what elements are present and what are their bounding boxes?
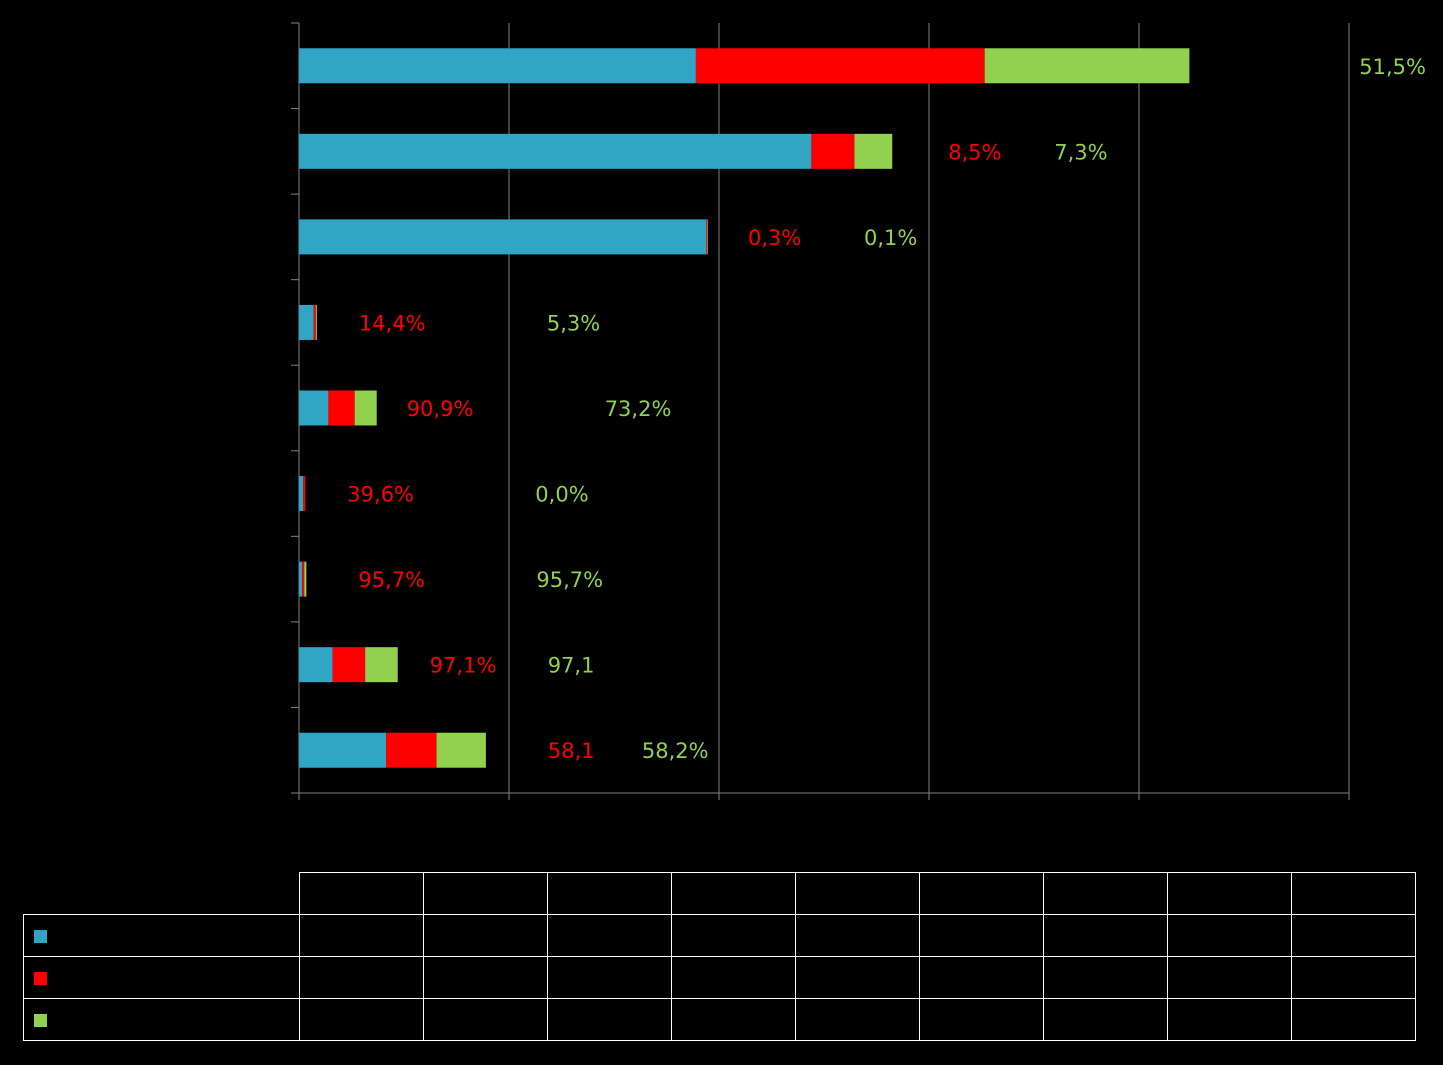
data-label-green: 97,1	[548, 654, 595, 678]
legend-value-cell	[547, 998, 672, 1041]
data-label-red: 97,1%	[430, 654, 497, 678]
bar-segment-series3-row7	[304, 561, 307, 597]
data-label-green: 51,5%	[1359, 55, 1426, 79]
data-label-red: 39,6%	[347, 483, 414, 507]
legend-value-cell	[1043, 956, 1168, 999]
bar-segment-series2-row5	[328, 390, 355, 426]
bar-segment-series2-row6	[303, 476, 306, 512]
legend-header-cell	[547, 872, 672, 915]
bar-segment-series2-row9	[386, 732, 437, 768]
data-label-green: 73,2%	[605, 397, 672, 421]
legend-row	[23, 998, 1416, 1041]
legend-value-cell	[1291, 914, 1416, 957]
bar-segment-series1-row3	[299, 219, 707, 255]
legend-value-cell	[299, 956, 424, 999]
legend-header-cell	[919, 872, 1044, 915]
bar-segment-series2-row2	[811, 133, 855, 169]
bar-segment-series1-row1	[299, 48, 696, 84]
data-label-green: 95,7%	[536, 568, 603, 592]
legend-value-cell	[671, 998, 796, 1041]
bar-segment-series1-row9	[299, 732, 387, 768]
legend-header-cell	[1167, 872, 1292, 915]
legend-swatch-icon	[34, 972, 47, 985]
legend-value-cell	[1291, 956, 1416, 999]
legend-value-cell	[795, 956, 920, 999]
legend-corner-cell	[23, 872, 300, 915]
legend-value-cell	[795, 914, 920, 957]
bar-segment-series3-row1	[984, 48, 1190, 84]
legend-swatch-icon	[34, 930, 47, 943]
legend-value-cell	[299, 998, 424, 1041]
bar-segment-series1-row4	[299, 304, 314, 340]
bar-segment-series2-row8	[332, 647, 366, 683]
bar-segment-series1-row8	[299, 647, 333, 683]
legend-row	[23, 956, 1416, 999]
data-label-red: 90,9%	[407, 397, 474, 421]
legend-header-cell	[671, 872, 796, 915]
legend-header-cell	[795, 872, 920, 915]
legend-value-cell	[671, 956, 796, 999]
legend-data-table	[23, 872, 1416, 1041]
bar-segment-series3-row5	[354, 390, 377, 426]
bar-segment-series2-row1	[695, 48, 985, 84]
legend-value-cell	[1167, 914, 1292, 957]
bar-segment-series3-row9	[436, 732, 486, 768]
legend-header-cell	[1291, 872, 1416, 915]
data-label-green: 0,1%	[864, 226, 917, 250]
data-label-green: 5,3%	[547, 311, 600, 335]
legend-value-cell	[423, 956, 548, 999]
data-label-red: 95,7%	[358, 568, 425, 592]
bar-segment-series3-row8	[365, 647, 398, 683]
bar-segment-series3-row2	[854, 133, 893, 169]
legend-value-cell	[671, 914, 796, 957]
data-label-green: 58,2%	[642, 739, 709, 763]
data-label-red: 8,5%	[948, 140, 1001, 164]
legend-value-cell	[1043, 998, 1168, 1041]
bar-series	[299, 48, 1190, 768]
legend-key-cell	[23, 914, 300, 957]
bar-segment-series2-row4	[313, 304, 316, 340]
bar-segment-series1-row5	[299, 390, 329, 426]
bar-segment-series1-row2	[299, 133, 812, 169]
legend-value-cell	[299, 914, 424, 957]
legend-value-cell	[1167, 998, 1292, 1041]
legend-value-cell	[919, 998, 1044, 1041]
legend-value-cell	[423, 998, 548, 1041]
legend-value-cell	[423, 914, 548, 957]
legend-value-cell	[1167, 956, 1292, 999]
legend-value-cell	[919, 956, 1044, 999]
legend-row	[23, 914, 1416, 957]
bar-segment-series2-row3	[706, 219, 708, 255]
legend-key-cell	[23, 956, 300, 999]
data-labels: 51,5% 8,5% 7,3% 0,3% 0,1% 14,4% 5,3% 90,9% 73,2%…	[347, 55, 1426, 763]
legend-value-cell	[1043, 914, 1168, 957]
legend-value-cell	[547, 914, 672, 957]
bar-segment-series3-row3	[707, 219, 708, 255]
data-label-red: 14,4%	[359, 311, 426, 335]
legend-swatch-icon	[34, 1014, 47, 1027]
legend-header-cell	[1043, 872, 1168, 915]
bar-segment-series1-row6	[299, 476, 304, 512]
legend-key-cell	[23, 998, 300, 1041]
bar-segment-series3-row4	[315, 304, 317, 340]
legend-header-cell	[299, 872, 424, 915]
data-label-red: 0,3%	[748, 226, 801, 250]
legend-value-cell	[547, 956, 672, 999]
data-label-red: 58,1	[548, 739, 595, 763]
data-label-green: 0,0%	[535, 483, 588, 507]
bar-segment-series1-row7	[299, 561, 303, 597]
legend-value-cell	[919, 914, 1044, 957]
data-label-green: 7,3%	[1054, 140, 1107, 164]
legend-header-cell	[423, 872, 548, 915]
legend-value-cell	[795, 998, 920, 1041]
bar-segment-series2-row7	[302, 561, 305, 597]
legend-value-cell	[1291, 998, 1416, 1041]
